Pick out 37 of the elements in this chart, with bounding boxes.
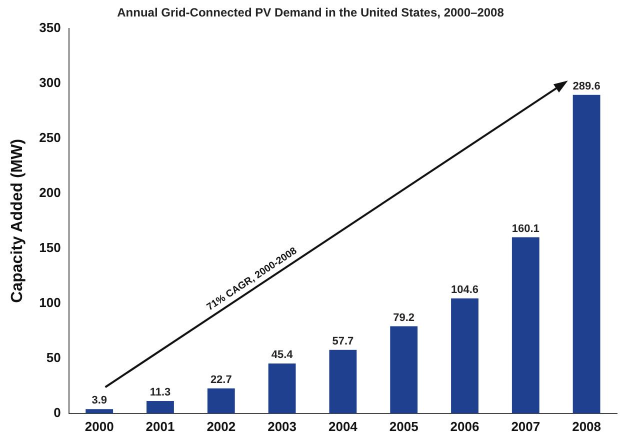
data-label: 289.6: [572, 80, 600, 92]
x-tick-label: 2000: [84, 418, 114, 434]
bar: [512, 237, 540, 414]
chart-title: Annual Grid-Connected PV Demand in the United States, 2000–2008: [117, 6, 504, 20]
y-tick-label: 350: [39, 20, 61, 35]
y-axis-title: Capacity Added (MW): [9, 138, 26, 303]
bar: [146, 400, 174, 414]
x-tick-label: 2002: [206, 418, 236, 434]
x-tick-label: 2006: [450, 418, 480, 434]
x-tick-label: 2008: [572, 418, 602, 434]
y-tick-label: 300: [39, 74, 61, 90]
bar: [268, 363, 296, 414]
y-tick-label: 250: [39, 130, 61, 145]
x-tick-label: 2005: [389, 418, 418, 434]
y-tick-label: 200: [39, 184, 61, 200]
x-tick-label: 2003: [268, 418, 297, 434]
y-tick-label: 150: [39, 240, 61, 255]
y-tick-label: 50: [46, 350, 61, 365]
bar: [329, 350, 357, 414]
x-tick-label: 2004: [328, 418, 358, 434]
data-label: 160.1: [512, 222, 540, 235]
data-label: 79.2: [393, 312, 415, 324]
data-label: 11.3: [150, 386, 171, 398]
x-tick-label: 2001: [146, 418, 175, 434]
data-label: 104.6: [450, 284, 479, 296]
data-label: 57.7: [332, 335, 354, 348]
bar: [86, 409, 114, 414]
bar: [207, 388, 235, 414]
data-label: 22.7: [210, 374, 232, 386]
data-label: 3.9: [92, 394, 107, 407]
bar: [451, 298, 478, 414]
bar: [390, 326, 418, 414]
y-tick-label: 0: [54, 404, 61, 420]
data-label: 45.4: [271, 348, 294, 361]
bar: [572, 94, 600, 414]
y-tick-label: 100: [39, 294, 61, 310]
x-tick-label: 2007: [511, 418, 540, 434]
